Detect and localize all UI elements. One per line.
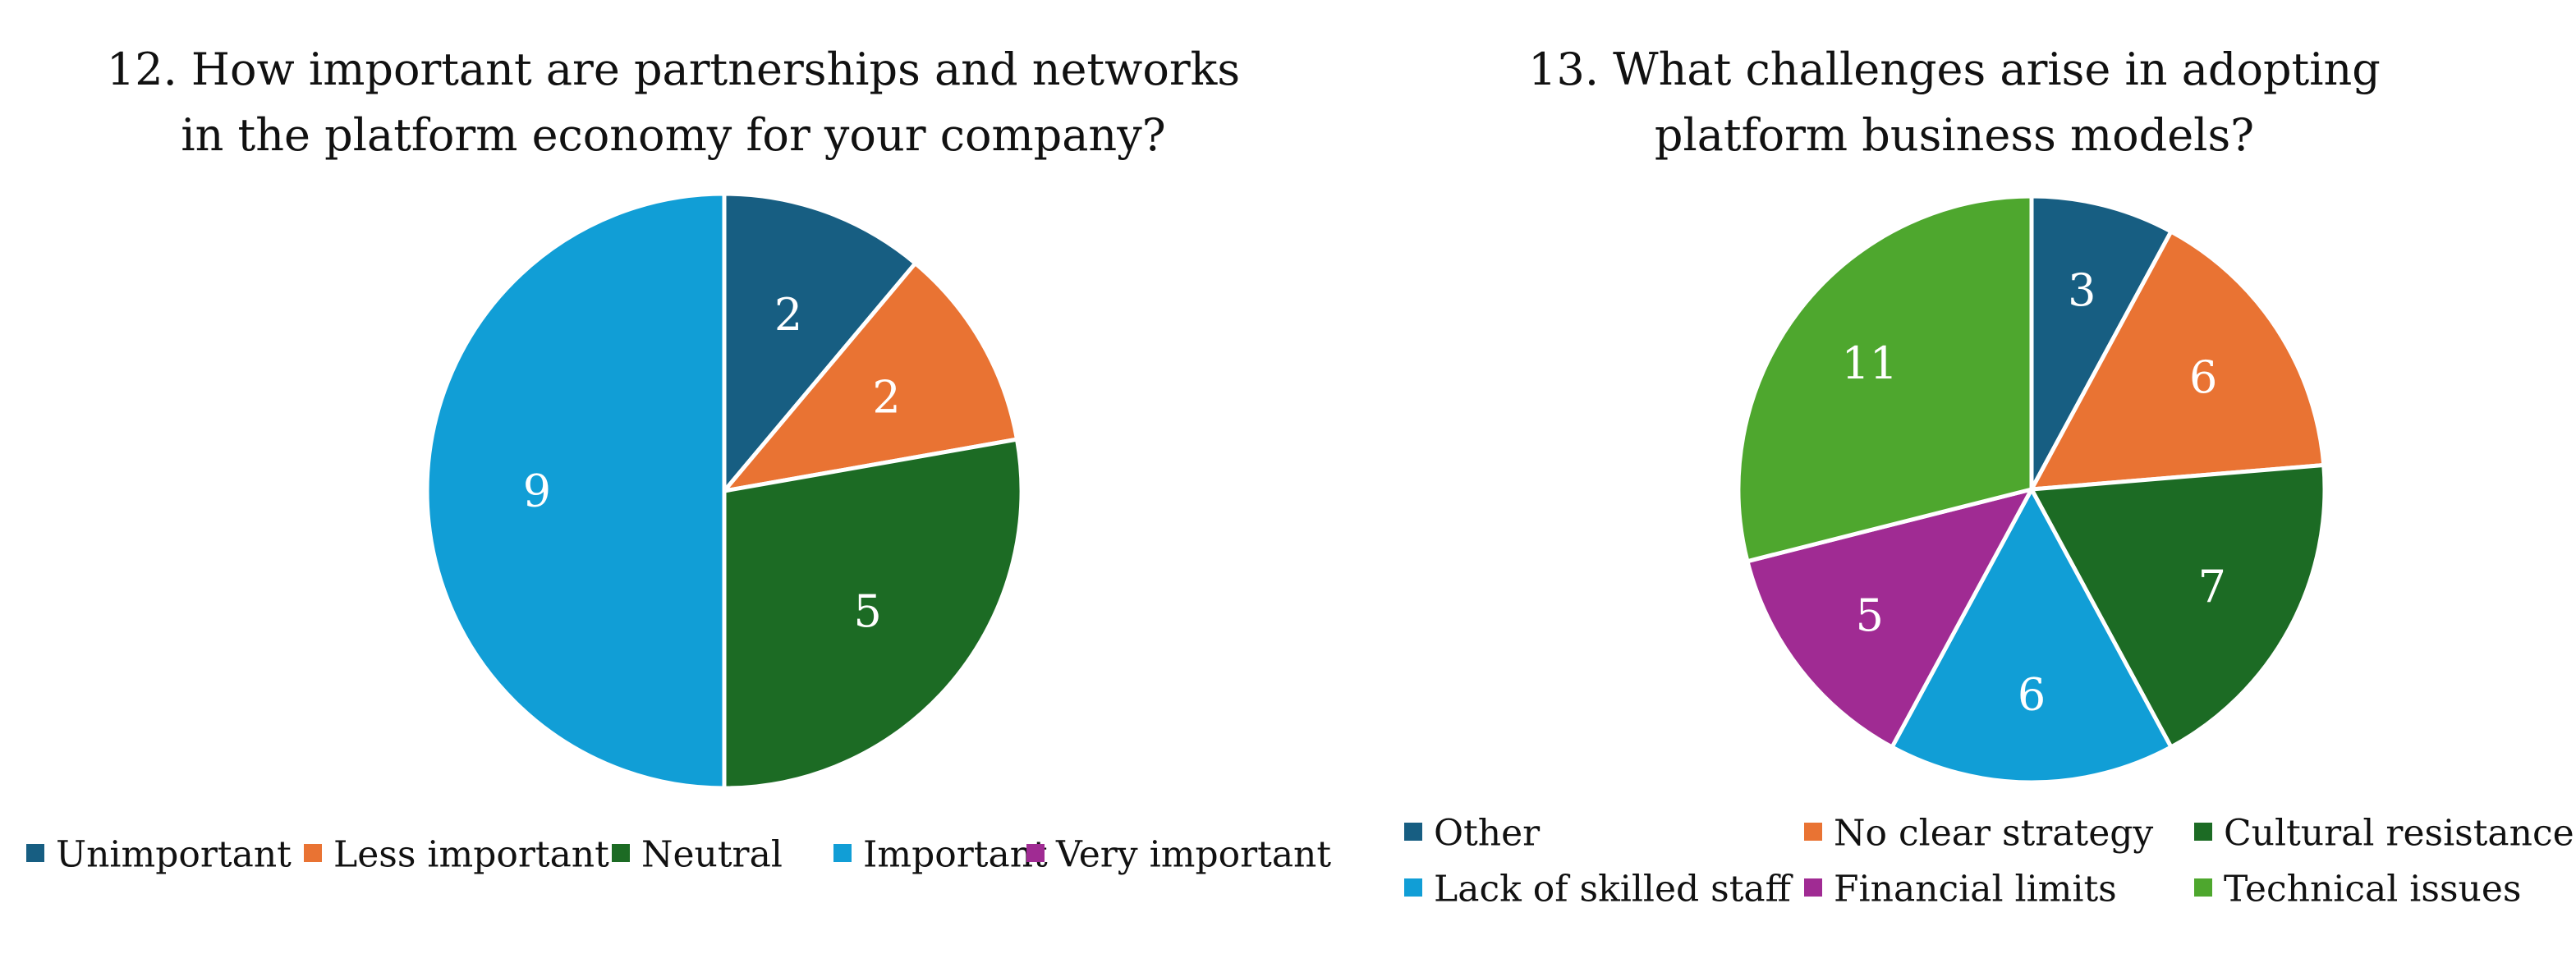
legend-label: Financial limits [1834, 869, 2117, 910]
legend-item-cultural-resistance: Cultural resistance [2194, 813, 2574, 855]
data-label-important: 9 [523, 466, 551, 517]
pie-slice-neutral [722, 437, 1024, 791]
legend-swatch [833, 844, 852, 862]
legend-label: Cultural resistance [2224, 813, 2574, 855]
legend-label: Important [863, 834, 1048, 876]
pie-slice-financial-limits [1745, 487, 2034, 750]
legend-item-unimportant: Unimportant [26, 834, 292, 876]
legend-swatch [1404, 823, 1422, 841]
chart-title-line-1: 12. How important are partnerships and n… [107, 44, 1240, 95]
data-label-no-clear-strategy: 6 [2189, 351, 2217, 403]
data-label-cultural-resistance: 7 [2198, 561, 2226, 612]
legend-swatch [26, 844, 44, 862]
legend-swatch [1804, 823, 1822, 841]
legend-item-important: Important [833, 834, 1048, 876]
legend-label: Very important [1055, 834, 1331, 876]
legend-label: Technical issues [2224, 869, 2521, 910]
legend-item-no-clear-strategy: No clear strategy [1804, 813, 2153, 855]
data-label-financial-limits: 5 [1856, 589, 1884, 641]
legend-item-technical-issues: Technical issues [2194, 869, 2521, 910]
legend-item-other: Other [1404, 813, 1541, 855]
chart-title-line-2: platform business models? [1655, 109, 2254, 161]
legend-swatch [304, 844, 322, 862]
data-label-less-important: 2 [872, 372, 900, 424]
legend-swatch [1804, 878, 1822, 897]
legend-item-very-important: Very important [1026, 834, 1331, 876]
data-label-unimportant: 2 [774, 289, 802, 341]
legend-label: Less important [333, 834, 609, 876]
legend-swatch [612, 844, 630, 862]
legend-swatch [2194, 823, 2212, 841]
pie-slice-other [2029, 194, 2174, 492]
pie-chart-challenges: 13. What challenges arise in adopting pl… [1404, 44, 2574, 910]
legend-swatch [2194, 878, 2212, 897]
data-label-other: 3 [2068, 264, 2096, 316]
legend-label: Lack of skilled staff [1434, 869, 1793, 910]
chart-title-line-1: 13. What challenges arise in adopting [1528, 44, 2381, 95]
data-label-neutral: 5 [854, 585, 882, 637]
pie-slice-technical-issues [1736, 194, 2034, 564]
legend-item-neutral: Neutral [612, 834, 783, 876]
legend-label: Unimportant [56, 834, 292, 876]
legend-label: Neutral [641, 834, 783, 876]
chart-title-line-2: in the platform economy for your company… [181, 109, 1165, 161]
data-label-lack-of-skilled-staff: 6 [2018, 668, 2046, 720]
legend-swatch [1026, 844, 1045, 862]
pie-slice-unimportant [722, 191, 918, 493]
legend-item-lack-of-skilled-staff: Lack of skilled staff [1404, 869, 1793, 910]
legend-label: No clear strategy [1834, 813, 2153, 855]
legend-swatch [1404, 878, 1422, 897]
legend-label: Other [1434, 813, 1541, 855]
pie-slice-lack-of-skilled-staff [1890, 487, 2174, 785]
pie-slice-less-important [722, 261, 1019, 493]
legend-item-less-important: Less important [304, 834, 609, 876]
pie-slice-no-clear-strategy [2029, 229, 2326, 492]
pie-chart-partnerships: 12. How important are partnerships and n… [26, 44, 1331, 876]
pie-slice-cultural-resistance [2029, 463, 2327, 750]
legend-item-financial-limits: Financial limits [1804, 869, 2117, 910]
data-label-technical-issues: 11 [1841, 337, 1898, 389]
pie-slice-important [425, 191, 727, 791]
